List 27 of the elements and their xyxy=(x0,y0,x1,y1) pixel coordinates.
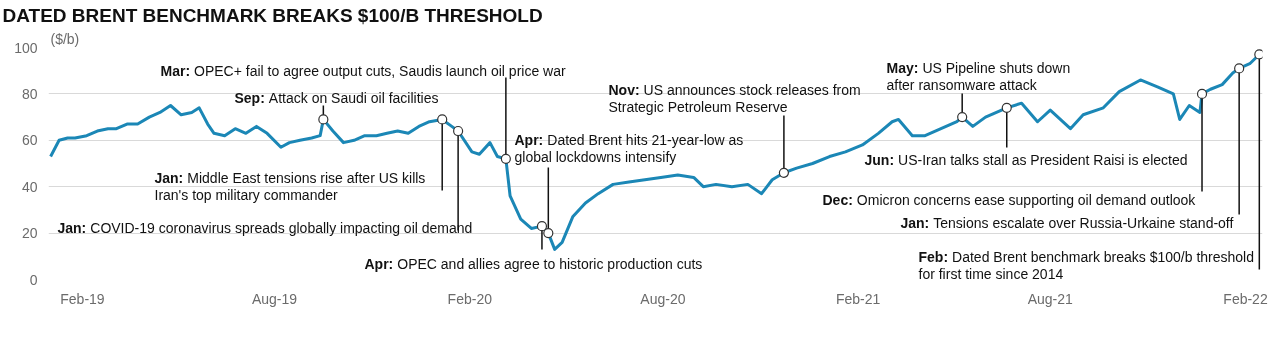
annotation: Sep: Attack on Saudi oil facilities xyxy=(234,89,439,106)
x-tick-label: Aug-21 xyxy=(1027,290,1074,307)
annotation: Apr: Dated Brent hits 21-year-low as global lockdowns intensify xyxy=(514,131,744,165)
annotation: Jan: Tensions escalate over Russia-Urkaine stand-off xyxy=(900,214,1234,231)
annotation: Jan: Middle East tensions rise after US kills Iran's top military commander xyxy=(154,169,426,203)
chart-title: DATED BRENT BENCHMARK BREAKS $100/B THRESHOLD xyxy=(2,4,543,26)
x-tick-label: Feb-19 xyxy=(60,290,105,307)
x-tick-label: Feb-20 xyxy=(447,290,493,307)
annotation: Dec: Omicron concerns ease supporting oil demand outlook xyxy=(822,191,1197,208)
x-tick-label: Feb-22 xyxy=(1223,290,1268,307)
annotation: May: US Pipeline shuts down after ransomware attack xyxy=(886,59,1071,93)
annotation: Feb: Dated Brent benchmark breaks $100/b threshold for first time since 2014 xyxy=(918,248,1255,282)
annotation: Mar: OPEC+ fail to agree output cuts, Saudis launch oil price war xyxy=(160,62,566,79)
y-tick-label: 60 xyxy=(21,132,38,149)
x-tick-label: Feb-21 xyxy=(836,290,881,307)
y-tick-label: 20 xyxy=(21,225,38,242)
y-tick-label: 80 xyxy=(21,85,38,102)
annotation: Apr: OPEC and allies agree to historic production cuts xyxy=(364,255,703,272)
y-tick-label: 40 xyxy=(21,178,38,195)
x-tick-label: Aug-19 xyxy=(251,290,298,307)
y-axis-title: ($/b) xyxy=(50,30,80,47)
y-tick-label: 0 xyxy=(29,271,38,288)
annotation: Jun: US-Iran talks stall as President Raisi is elected xyxy=(864,151,1188,168)
annotation: Jan: COVID-19 coronavirus spreads globally impacting oil demand xyxy=(57,219,473,236)
x-tick-label: Aug-20 xyxy=(640,290,686,307)
annotation: Nov: US announces stock releases from Strategic Petroleum Reserve xyxy=(608,81,861,115)
y-tick-label: 100 xyxy=(14,39,38,56)
